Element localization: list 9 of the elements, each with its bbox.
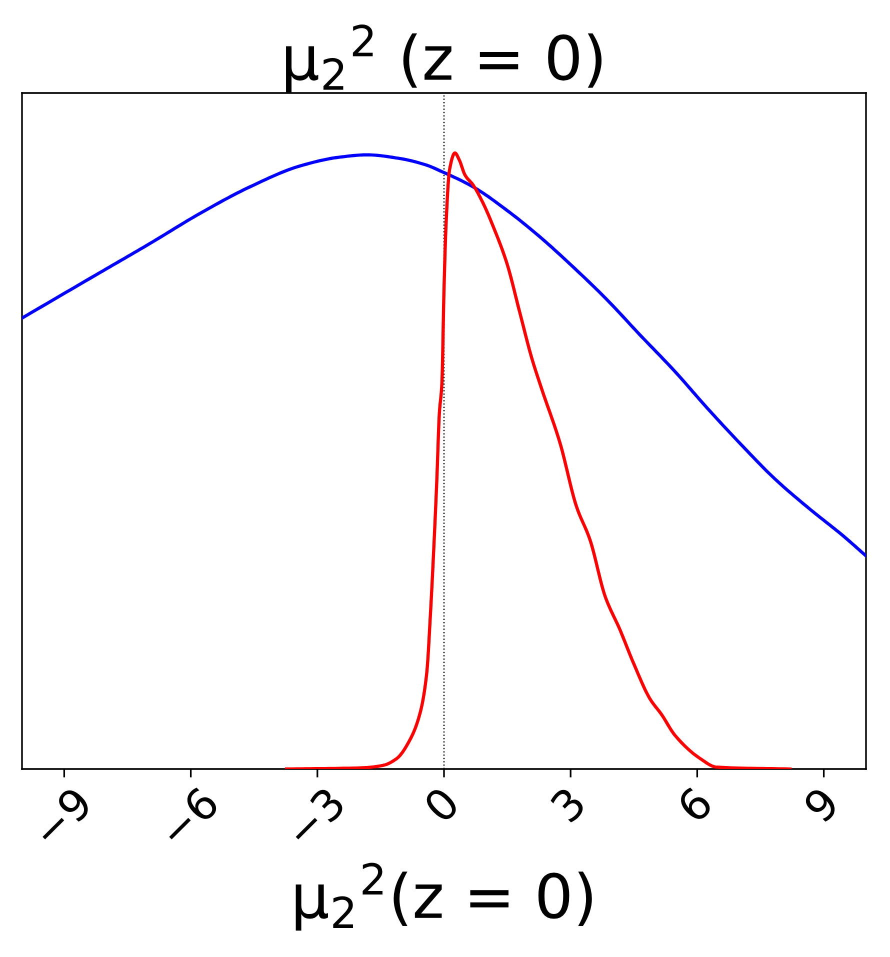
x-tick-label: −9	[30, 786, 94, 848]
x-tick-label: −6	[157, 785, 220, 848]
x-tick-label: 6	[675, 785, 714, 824]
x-tick-label: 3	[549, 786, 587, 824]
x-tick-label: 9	[802, 786, 840, 824]
x-axis-title: μ$_{2}$$^{2}$(z = 0)	[296, 862, 592, 931]
x-tick-label: −3	[284, 786, 346, 848]
chart-title: μ$_{2}$$^{2}$ (z = 0)	[286, 24, 602, 92]
x-tick-label: 0	[422, 785, 460, 824]
